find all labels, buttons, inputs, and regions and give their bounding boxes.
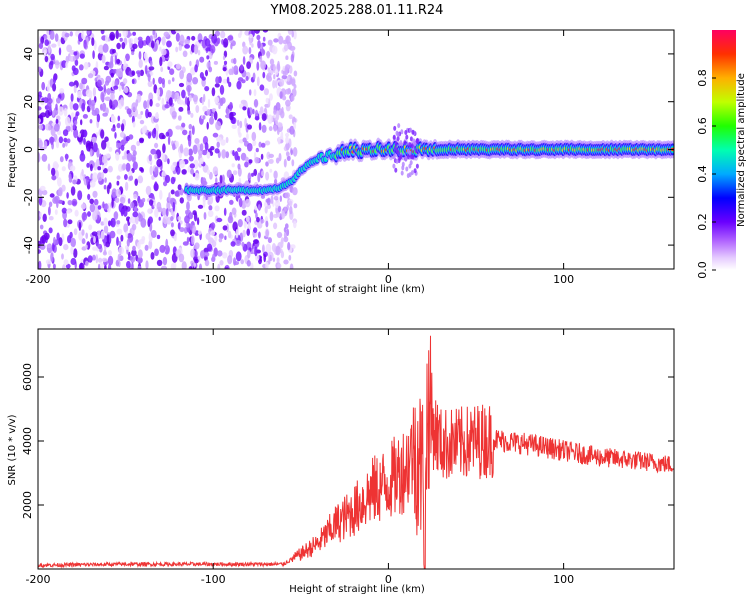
spectrogram-content (38, 30, 674, 269)
x-tick-label: 0 (385, 273, 392, 286)
colorbar-tick-label: 0.2 (696, 213, 709, 231)
snr-y-ticks: 2000 4000 6000 (21, 363, 674, 519)
y-tick-label: 2000 (21, 491, 34, 519)
y-tick-label: 20 (22, 95, 35, 109)
colorbar-gradient (712, 30, 736, 270)
colorbar-tick-label: 0.6 (696, 117, 709, 135)
snr-frame (37, 328, 675, 570)
x-tick-label: 100 (553, 573, 574, 586)
y-tick-label: -40 (22, 236, 35, 254)
colorbar-tick-label: 0.8 (696, 69, 709, 87)
y-tick-label: 6000 (21, 363, 34, 391)
snr-x-axis-label: Height of straight line (km) (289, 584, 425, 595)
snr-series-line (38, 335, 674, 569)
y-tick-label: 0 (22, 146, 35, 153)
colorbar-tick-label: 0.0 (696, 261, 709, 279)
x-tick-label: 100 (553, 273, 574, 286)
spectrogram-x-ticks: -200 -100 0 100 (26, 30, 574, 286)
colorbar-label: Normalized spectral amplitude (736, 73, 747, 227)
x-tick-label: -200 (26, 273, 51, 286)
spectrogram-x-axis-label: Height of straight line (km) (289, 284, 425, 295)
spectrogram-y-ticks: -40 -20 0 20 40 (22, 47, 674, 254)
snr-content (38, 335, 674, 569)
chart-title: YM08.2025.288.01.11.R24 (270, 3, 444, 18)
y-tick-label: 40 (22, 47, 35, 61)
x-tick-label: -100 (201, 273, 226, 286)
x-tick-label: -100 (201, 573, 226, 586)
colorbar: 0.0 0.2 0.4 0.6 0.8 Normalized spectral ampl… (696, 30, 747, 279)
colorbar-ticks: 0.0 0.2 0.4 0.6 0.8 (696, 69, 716, 279)
snr-panel: -200 -100 0 100 2000 4000 6000 Height of stra… (7, 328, 675, 595)
x-tick-label: -200 (26, 573, 51, 586)
y-tick-label: -20 (22, 188, 35, 206)
frequency-ridge (183, 123, 674, 198)
colorbar-tick-label: 0.4 (696, 165, 709, 183)
spectrogram-y-axis-label: Frequency (Hz) (7, 112, 18, 188)
x-tick-label: 0 (385, 573, 392, 586)
snr-y-axis-label: SNR (10 * v/v) (7, 414, 18, 485)
noise-speckles (38, 30, 298, 269)
y-tick-label: 4000 (21, 427, 34, 455)
snr-x-ticks: -200 -100 0 100 (26, 329, 574, 586)
